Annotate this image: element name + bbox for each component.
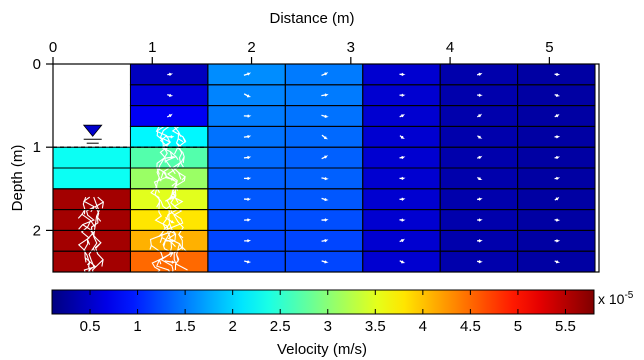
- colorbar-title: Velocity (m/s): [277, 341, 367, 358]
- flow-arrow: [399, 197, 406, 201]
- colorbar-tick-label: 1.5: [175, 318, 196, 335]
- root-trace: [90, 196, 104, 277]
- flow-arrow: [244, 197, 252, 201]
- flow-arrow: [554, 218, 561, 222]
- flow-arrow: [477, 260, 483, 264]
- flow-arrow: [321, 71, 329, 77]
- y-tick-label: 1: [33, 139, 41, 156]
- root-trace: [170, 125, 188, 271]
- colorbar-tick-label: 0.5: [80, 318, 101, 335]
- flow-arrow: [477, 176, 483, 181]
- flow-arrow: [244, 218, 252, 222]
- colorbar-tick-label: 2.5: [270, 318, 291, 335]
- cell-grid: [52, 63, 596, 273]
- flow-arrow: [554, 72, 561, 77]
- flow-arrow: [399, 113, 405, 118]
- flow-arrow: [399, 93, 406, 97]
- root-trace: [78, 196, 97, 276]
- flow-arrow: [244, 260, 252, 264]
- flow-arrow: [165, 135, 175, 139]
- flow-arrow: [321, 177, 329, 181]
- colorbar-tick-label: 3: [324, 318, 332, 335]
- heatmap-cell: [53, 188, 131, 210]
- flow-arrow: [243, 155, 252, 160]
- flow-arrow: [243, 134, 252, 139]
- flow-arrow: [476, 155, 483, 160]
- colorbar-ticks: 0.5 1 1.5 2 2.5 3 3.5 4 4.5 5 5.5: [80, 290, 576, 335]
- colorbar-tick-label: 5: [514, 318, 522, 335]
- flow-arrow: [477, 93, 483, 97]
- colorbar-tick-label: 2: [228, 318, 236, 335]
- flow-arrow: [554, 93, 561, 97]
- flow-arrow: [476, 72, 483, 76]
- heatmap-cell: [53, 230, 131, 252]
- x-tick-label: 0: [49, 39, 57, 56]
- x-tick-label: 3: [347, 39, 355, 56]
- water-table-triangle-icon: [82, 124, 103, 137]
- colorbar-tick-label: 1: [133, 318, 141, 335]
- flow-arrow: [321, 155, 328, 160]
- flow-arrow: [554, 135, 561, 139]
- flow-arrow: [321, 114, 329, 118]
- flow-arrow: [321, 218, 329, 222]
- y-axis-ticks: 0 1 2: [33, 56, 53, 239]
- flow-arrow: [399, 218, 406, 222]
- flow-arrow: [321, 197, 329, 202]
- flow-arrow: [554, 176, 561, 181]
- flow-arrow: [399, 260, 406, 264]
- flow-arrow: [477, 197, 483, 201]
- colorbar-tick-label: 3.5: [365, 318, 386, 335]
- flow-arrow: [243, 72, 252, 76]
- flow-arrow: [321, 238, 329, 243]
- flow-arrow: [321, 134, 329, 140]
- flow-arrow: [399, 155, 406, 160]
- x-tick-label: 2: [247, 39, 255, 56]
- flow-arrow: [243, 114, 252, 118]
- colorbar-tick-label: 4: [419, 318, 427, 335]
- flow-arrow: [321, 260, 329, 264]
- x-axis-ticks: 0 1 2 3 4 5: [49, 39, 554, 64]
- heatmap-cell: [53, 168, 131, 189]
- heatmap-cell: [53, 147, 131, 168]
- flow-arrow: [477, 113, 483, 118]
- flow-arrow: [477, 135, 483, 139]
- x-tick-label: 5: [545, 39, 553, 56]
- flow-arrow: [167, 93, 174, 97]
- flow-arrow: [167, 72, 174, 76]
- flow-arrow: [166, 113, 173, 118]
- flow-arrow: [477, 239, 483, 243]
- flow-arrow: [164, 260, 176, 264]
- flow-arrow: [554, 113, 560, 118]
- colorbar-exponent: -5: [624, 290, 633, 301]
- water-table-marker: [53, 124, 204, 148]
- y-tick-label: 0: [33, 56, 41, 73]
- x-tick-label: 4: [446, 39, 454, 56]
- flow-arrow: [244, 239, 252, 243]
- flow-arrow: [554, 155, 561, 160]
- flow-arrow: [321, 93, 329, 97]
- x-axis-title: Distance (m): [269, 10, 354, 27]
- colorbar-tick-label: 5.5: [555, 318, 576, 335]
- y-tick-label: 2: [33, 222, 41, 239]
- flow-arrow: [399, 238, 405, 243]
- flow-arrow: [399, 135, 405, 139]
- flow-arrow: [554, 239, 561, 243]
- flow-arrow: [243, 176, 252, 181]
- heatmap-cell: [53, 209, 131, 231]
- flow-arrow: [554, 196, 560, 201]
- flow-arrow: [399, 72, 406, 77]
- y-axis-title: Depth (m): [9, 145, 26, 212]
- colorbar-tick-label: 4.5: [460, 318, 481, 335]
- colorbar-multiplier: x 10-5: [598, 290, 634, 307]
- flow-arrow: [477, 218, 483, 222]
- plot-frame: [52, 63, 600, 273]
- x-tick-label: 1: [148, 39, 156, 56]
- flow-arrow: [399, 176, 406, 181]
- flow-arrow: [554, 260, 561, 264]
- flow-arrow: [165, 216, 175, 224]
- flow-arrow: [243, 93, 252, 98]
- root-traces: [77, 125, 188, 277]
- colorbar: [51, 289, 595, 315]
